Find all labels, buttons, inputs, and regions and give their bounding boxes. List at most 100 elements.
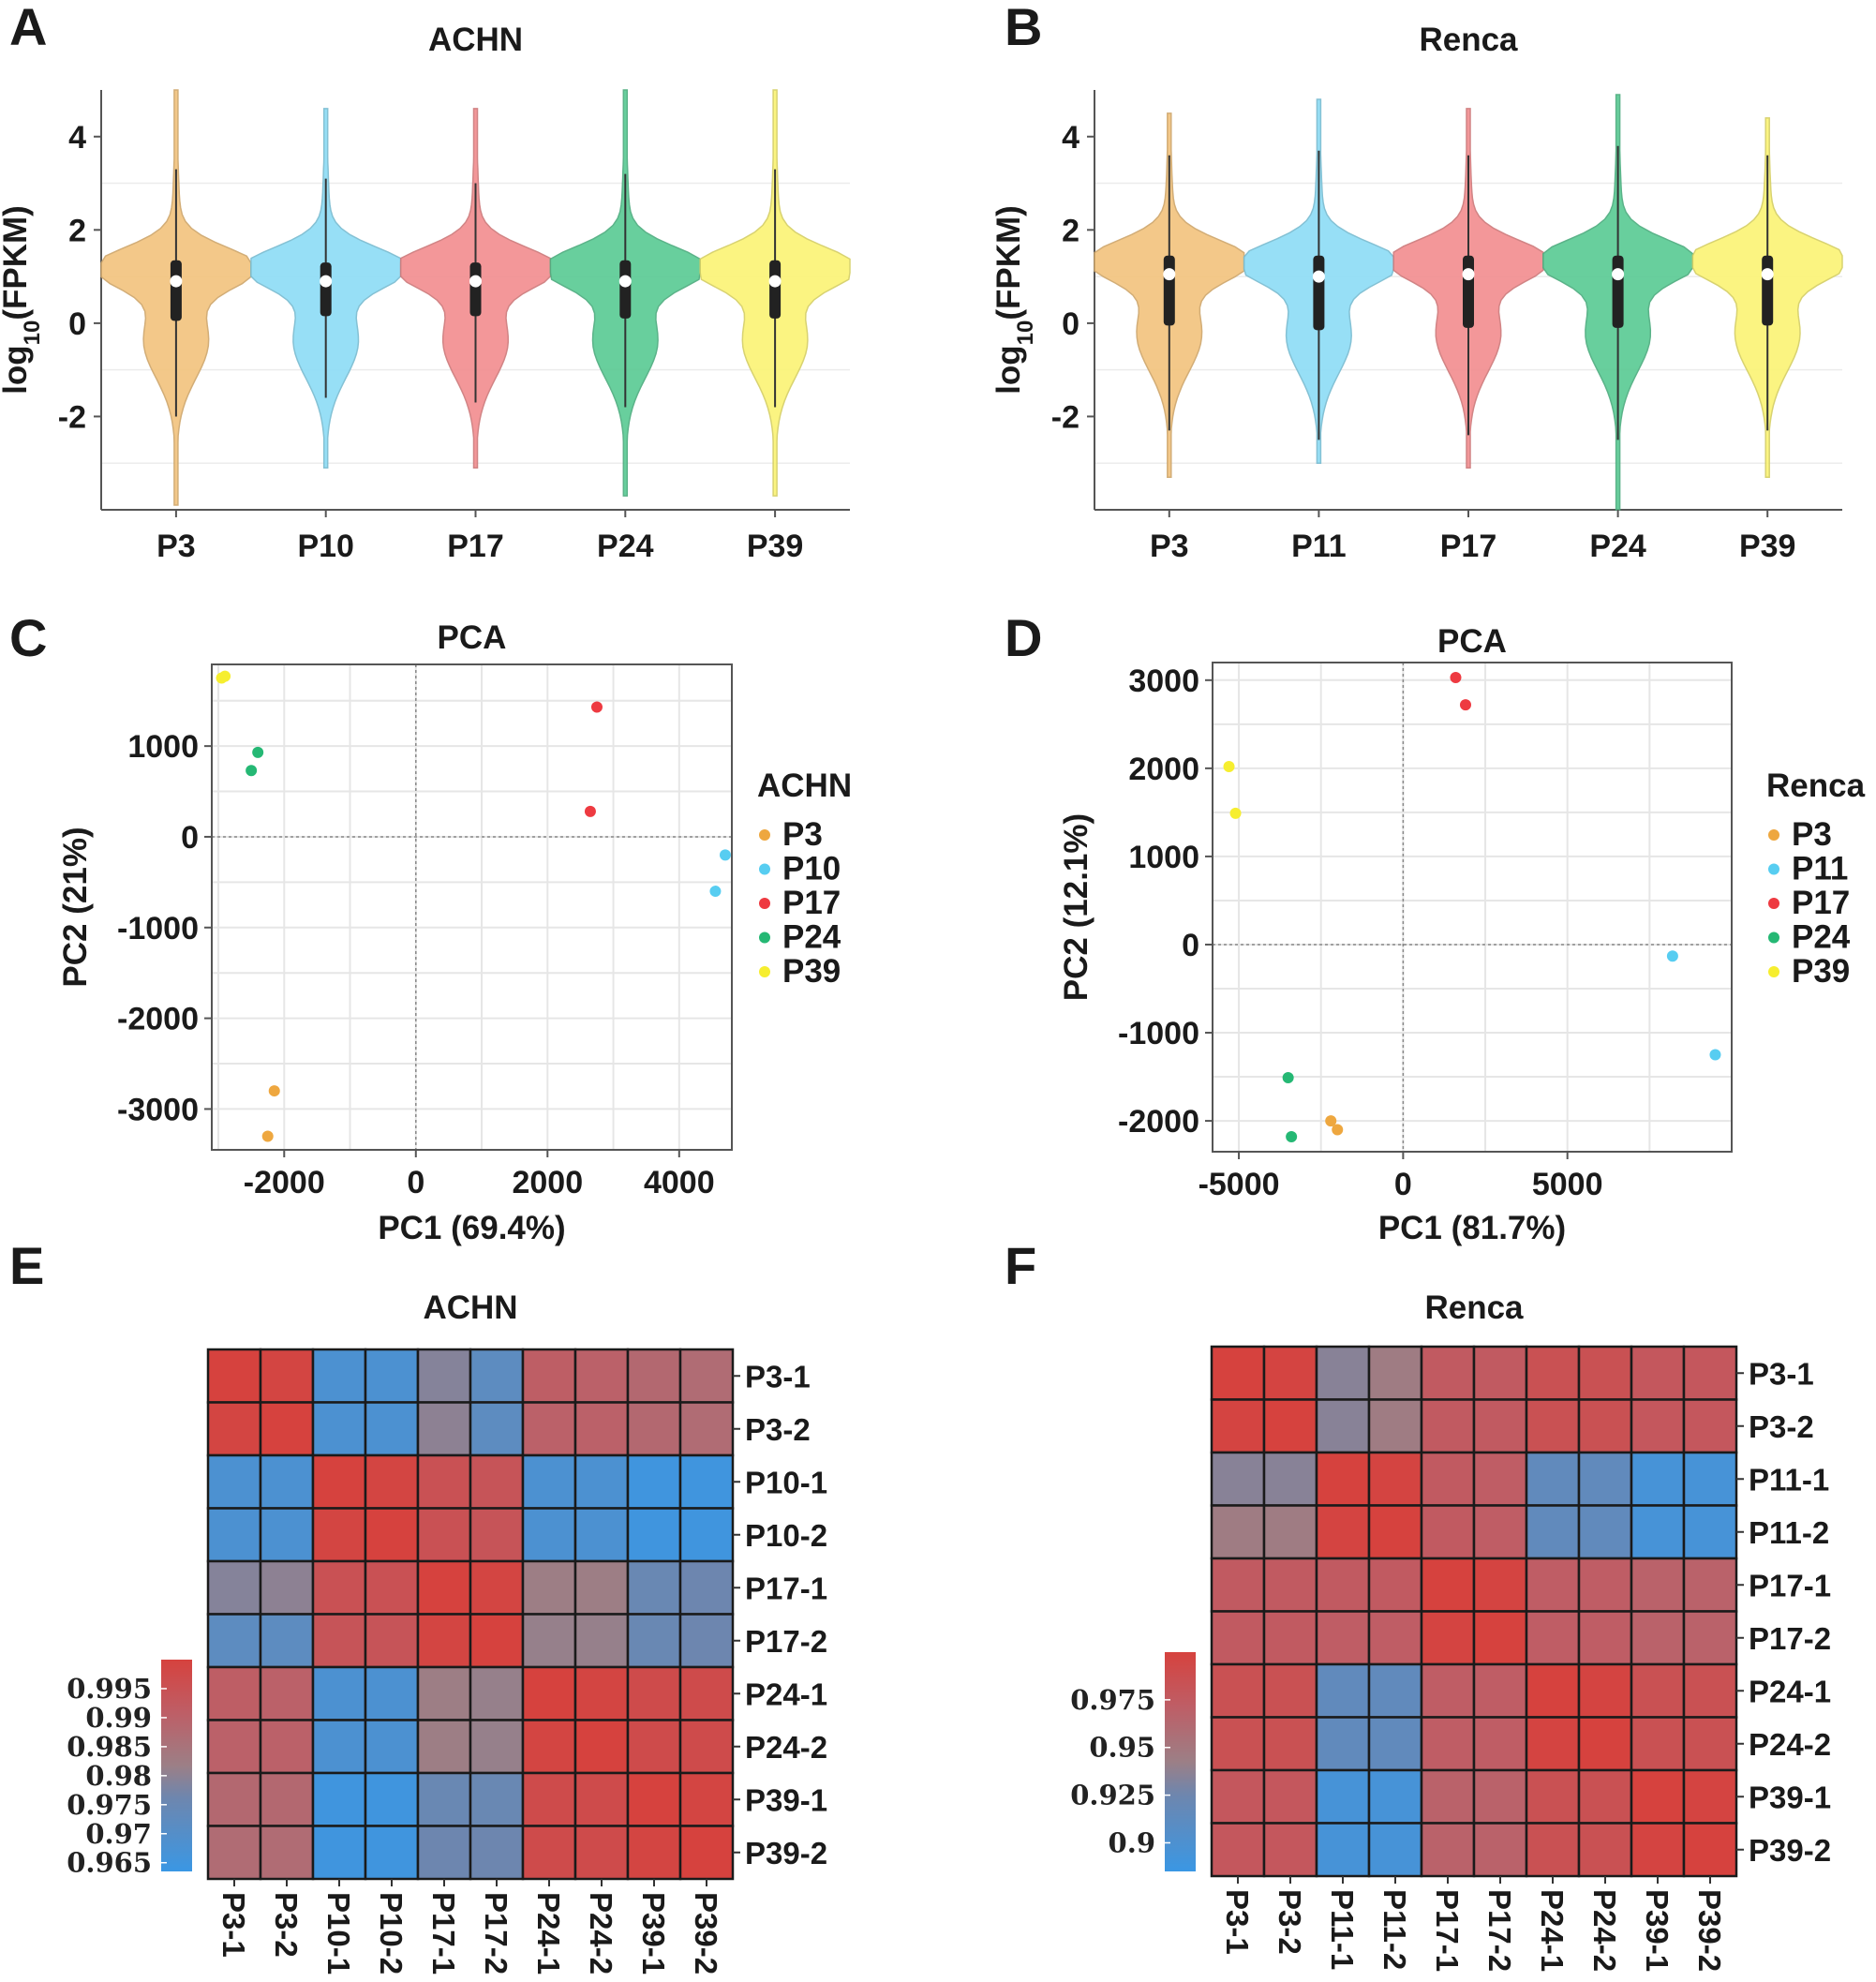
heatmap-cell	[469, 1401, 525, 1457]
row-label: P24-1	[745, 1677, 827, 1711]
heatmap-cell	[1682, 1716, 1738, 1772]
heatmap-cell	[1525, 1768, 1581, 1825]
violin-median	[469, 275, 482, 288]
y-tick-label: 4	[1062, 120, 1079, 156]
violin-box	[619, 260, 632, 319]
heatmap-cell	[573, 1719, 630, 1775]
row-label: P17-1	[1749, 1568, 1831, 1602]
scatter-point	[709, 886, 722, 898]
heatmap-cell	[1577, 1768, 1633, 1825]
scatter-point	[719, 849, 731, 861]
panel-label: A	[9, 0, 47, 56]
heatmap-cell	[206, 1348, 262, 1404]
scatter-point	[590, 701, 603, 713]
heatmap-cell	[1315, 1345, 1371, 1401]
heatmap-cell	[206, 1401, 262, 1457]
panel-label: C	[9, 608, 47, 667]
col-label: P24-2	[584, 1892, 618, 1975]
heatmap-cell	[1630, 1451, 1686, 1507]
colorbar-tick-label: 0.95	[1089, 1732, 1155, 1764]
heatmap-cell	[1262, 1716, 1318, 1772]
col-label: P39-1	[636, 1892, 671, 1975]
heatmap-cell	[678, 1825, 735, 1881]
col-label: P39-2	[1692, 1889, 1727, 1972]
colorbar-tick-label: 0.975	[1070, 1684, 1155, 1716]
col-label: P3-1	[216, 1892, 251, 1958]
heatmap-cell	[311, 1453, 367, 1510]
heatmap-cell	[1472, 1662, 1528, 1719]
y-tick-label: -1000	[1118, 1016, 1199, 1051]
heatmap-cell	[259, 1401, 315, 1457]
y-tick-label: -2	[58, 399, 86, 435]
heatmap-cell	[1525, 1557, 1581, 1613]
heatmap-cell	[1262, 1557, 1318, 1613]
heatmap-cell	[1577, 1716, 1633, 1772]
heatmap-cell	[1630, 1662, 1686, 1719]
heatmap-cell	[1525, 1398, 1581, 1454]
heatmap-cell	[311, 1719, 367, 1775]
colorbar-tick-label: 0.9	[1109, 1826, 1155, 1858]
panel-label: D	[1005, 608, 1042, 667]
heatmap-cell	[416, 1559, 472, 1616]
heatmap-cell	[1315, 1716, 1371, 1772]
heatmap-cell	[1577, 1398, 1633, 1454]
panel-a-violin-achn: A ACHN 4 2 0 -2 log10(FPKM) P3 P10 P17 P24 P39	[0, 0, 851, 564]
col-label: P17-2	[1482, 1889, 1517, 1972]
heatmap-cell	[1420, 1768, 1476, 1825]
scatter-point	[1459, 699, 1471, 711]
heatmap-cell	[206, 1665, 262, 1721]
colorbar-tick-label: 0.98	[85, 1760, 152, 1792]
heatmap-cell	[1315, 1768, 1371, 1825]
legend-swatch	[759, 898, 770, 909]
heatmap-cell	[521, 1348, 577, 1404]
heatmap-cell	[1262, 1662, 1318, 1719]
heatmap-cell	[626, 1401, 682, 1457]
scatter-point	[261, 1130, 274, 1142]
heatmap-cell	[311, 1613, 367, 1669]
col-label: P3-2	[269, 1892, 304, 1958]
col-label: P10-2	[374, 1892, 409, 1975]
row-label: P3-1	[745, 1359, 811, 1393]
y-axis-label: log10(FPKM)	[0, 205, 45, 395]
heatmap-cell	[678, 1665, 735, 1721]
scatter-point	[584, 805, 596, 817]
panel-b-violin-renca: B Renca 4 2 0 -2 log10(FPKM) P3 P11 P17 P24 P39	[990, 0, 1843, 564]
row-label: P24-2	[1749, 1727, 1831, 1762]
panel-label: E	[9, 1236, 44, 1295]
heatmap-cell	[1472, 1610, 1528, 1666]
legend-label: P11	[1792, 851, 1848, 887]
row-label: P39-2	[1749, 1833, 1831, 1868]
legend-swatch	[1768, 829, 1779, 841]
x-tick-label: P17	[1440, 529, 1497, 564]
heatmap-cell	[259, 1507, 315, 1563]
heatmap-cell	[364, 1665, 420, 1721]
colorbar-tick-label: 0.985	[67, 1731, 152, 1763]
heatmap-cell	[1682, 1557, 1738, 1613]
y-tick-label: -2000	[117, 1002, 199, 1037]
heatmap-cell	[1525, 1504, 1581, 1560]
legend-label: P3	[782, 816, 823, 853]
heatmap-cell	[1682, 1504, 1738, 1560]
colorbar	[161, 1660, 192, 1871]
legend-label: P24	[782, 919, 841, 956]
heatmap-cell	[678, 1613, 735, 1669]
heatmap-cell	[259, 1348, 315, 1404]
heatmap-cell	[1420, 1822, 1476, 1878]
y-tick-label: -2	[1051, 399, 1079, 435]
heatmap-cell	[469, 1613, 525, 1669]
col-label: P17-2	[479, 1892, 514, 1975]
y-axis-label: PC2 (21%)	[57, 827, 94, 987]
heatmap-cell	[626, 1665, 682, 1721]
heatmap-cell	[416, 1719, 472, 1775]
legend-swatch	[759, 966, 770, 977]
scatter-point	[1666, 950, 1678, 962]
row-label: P39-1	[745, 1782, 827, 1817]
heatmap-cell	[521, 1825, 577, 1881]
heatmap-cell	[311, 1348, 367, 1404]
heatmap-cell	[1262, 1768, 1318, 1825]
col-label: P3-1	[1220, 1889, 1255, 1955]
violin-median	[1163, 268, 1176, 281]
heatmap-cell	[521, 1559, 577, 1616]
heatmap-cell	[364, 1453, 420, 1510]
colorbar-tick-label: 0.925	[1070, 1780, 1155, 1811]
